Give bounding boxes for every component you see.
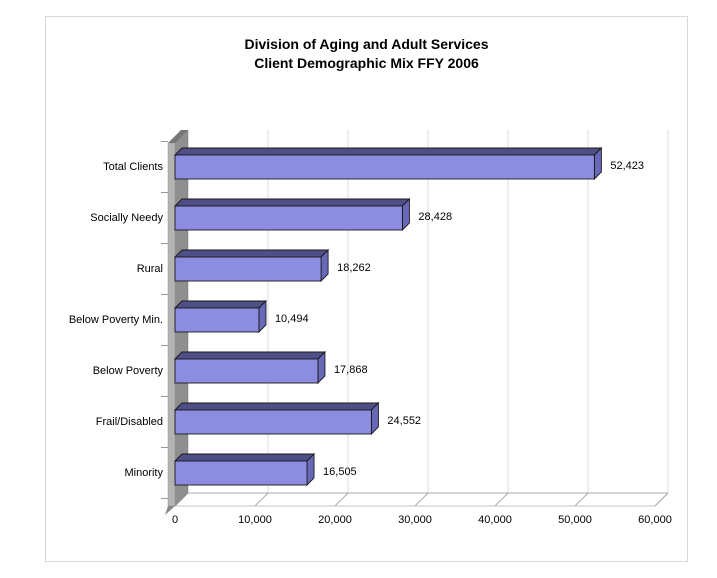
x-tick-label: 30,000 bbox=[398, 514, 432, 526]
bar-minority bbox=[174, 460, 308, 486]
category-label-frail-disabled: Frail/Disabled bbox=[96, 416, 163, 428]
bar-value-label-socially-needy: 28,428 bbox=[418, 211, 452, 223]
chart-title-line1: Division of Aging and Adult Services bbox=[244, 36, 489, 52]
x-axis-tick bbox=[334, 492, 349, 507]
x-tick-label: 40,000 bbox=[478, 514, 512, 526]
bar-top-face-rural bbox=[173, 249, 330, 258]
bar-top-face-frail-disabled bbox=[173, 402, 380, 411]
plot-area: 0 10,000 20,000 30,000 40,000 50,000 60,000 Tot… bbox=[69, 129, 672, 526]
x-axis-tick bbox=[494, 492, 509, 507]
bar-below-poverty-min bbox=[174, 307, 260, 333]
x-axis-tick bbox=[574, 492, 589, 507]
bar-top-face-total-clients bbox=[173, 147, 603, 156]
bar-frail-disabled bbox=[174, 409, 372, 435]
chart-title-line2: Client Demographic Mix FFY 2006 bbox=[254, 55, 479, 71]
bar-value-label-below-poverty-min: 10,494 bbox=[275, 313, 309, 325]
x-tick-label: 60,000 bbox=[638, 514, 672, 526]
wall-front-face bbox=[167, 142, 176, 507]
x-tick-label: 0 bbox=[172, 514, 178, 526]
x-axis-tick bbox=[654, 492, 669, 507]
wall-bottom-tail bbox=[165, 506, 175, 515]
wall-top-face bbox=[168, 130, 188, 143]
bar-top-face-minority bbox=[173, 453, 316, 462]
bar-value-label-frail-disabled: 24,552 bbox=[387, 415, 421, 427]
bar-value-label-rural: 18,262 bbox=[337, 262, 371, 274]
chart-frame: Division of Aging and Adult Services Cli… bbox=[45, 16, 688, 562]
x-axis-tick bbox=[254, 492, 269, 507]
x-tick-label: 10,000 bbox=[238, 514, 272, 526]
category-label-socially-needy: Socially Needy bbox=[90, 212, 163, 224]
bar-below-poverty bbox=[174, 358, 319, 384]
bar-value-label-total-clients: 52,423 bbox=[610, 160, 644, 172]
x-axis-tick bbox=[414, 492, 429, 507]
category-label-below-poverty-min: Below Poverty Min. bbox=[69, 314, 163, 326]
bar-value-label-below-poverty: 17,868 bbox=[334, 364, 368, 376]
bar-top-face-below-poverty-min bbox=[173, 300, 268, 309]
bar-top-face-below-poverty bbox=[173, 351, 327, 360]
bar-top-face-socially-needy bbox=[173, 198, 411, 207]
x-tick-label: 50,000 bbox=[558, 514, 592, 526]
category-label-below-poverty: Below Poverty bbox=[93, 365, 164, 377]
bar-value-label-minority: 16,505 bbox=[323, 466, 357, 478]
category-label-minority: Minority bbox=[124, 467, 163, 479]
bar-socially-needy bbox=[174, 205, 403, 231]
x-tick-label: 20,000 bbox=[318, 514, 352, 526]
bar-total-clients bbox=[174, 154, 595, 180]
category-label-total-clients: Total Clients bbox=[103, 161, 163, 173]
chart-title: Division of Aging and Adult Services Cli… bbox=[46, 35, 687, 73]
bar-rural bbox=[174, 256, 322, 282]
category-label-rural: Rural bbox=[137, 263, 163, 275]
